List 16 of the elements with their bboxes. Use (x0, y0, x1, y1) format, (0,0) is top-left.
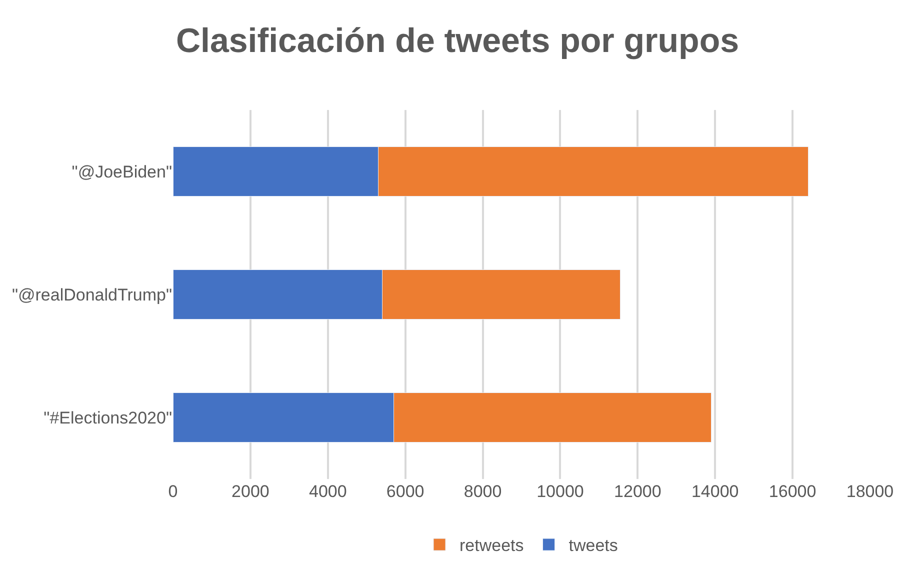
x-tick-label: 2000 (232, 482, 270, 501)
x-tick-label: 4000 (308, 482, 347, 501)
x-tick-label: 18000 (846, 482, 894, 501)
x-tick-label: 12000 (614, 482, 662, 501)
x-tick-label: 16000 (768, 482, 816, 501)
y-tick-label: "#Elections2020" (44, 408, 172, 428)
x-tick-label: 8000 (464, 482, 502, 501)
x-tick-label: 14000 (691, 482, 739, 501)
x-tick-label: 0 (168, 482, 178, 501)
legend-label: tweets (568, 536, 618, 556)
y-tick-label: "@JoeBiden" (72, 162, 172, 182)
chart-title: Clasificación de tweets por grupos (176, 22, 740, 60)
x-tick-label: 10000 (536, 482, 584, 501)
x-tick-label: 6000 (386, 482, 424, 501)
legend-label: retweets (460, 536, 524, 556)
y-tick-label: "@realDonaldTrump" (12, 285, 172, 304)
